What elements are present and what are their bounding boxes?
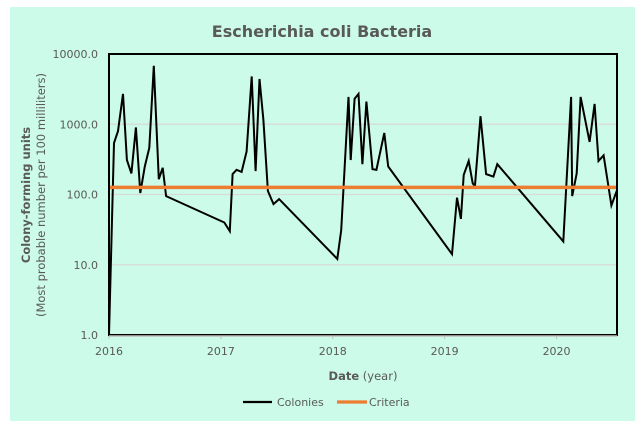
y-tick-label: 10000.0 [53, 48, 99, 61]
x-axis-title-unit: (year) [359, 369, 397, 383]
y-tick-label: 1.0 [81, 329, 99, 342]
x-axis-title: Date (year) [329, 369, 398, 383]
legend-label-criteria: Criteria [369, 396, 410, 409]
y-tick-label: 100.0 [67, 189, 99, 202]
x-tick-label: 2018 [319, 345, 347, 358]
x-axis-ticks: 2016 2017 2018 2019 2020 [95, 335, 571, 358]
series [108, 65, 618, 336]
y-tick-label: 1000.0 [60, 118, 99, 131]
plot-frame [108, 53, 618, 336]
series-colonies-line [108, 65, 618, 336]
x-axis-title-bold: Date [329, 369, 360, 383]
x-tick-label: 2019 [431, 345, 459, 358]
y-axis-title-line1: Colony-forming units [19, 127, 33, 263]
chart-area [10, 7, 635, 421]
y-axis-title-line2: (Most probable number per 100 milliliter… [34, 73, 48, 317]
x-tick-label: 2016 [95, 345, 123, 358]
legend-label-colonies: Colonies [277, 396, 324, 409]
x-tick-label: 2017 [207, 345, 235, 358]
y-axis-title: Colony-forming units (Most probable numb… [19, 73, 48, 317]
legend: Colonies Criteria [243, 396, 410, 409]
y-tick-label: 10.0 [74, 259, 99, 272]
gridlines [109, 123, 617, 266]
x-tick-label: 2020 [543, 345, 571, 358]
chart-title: Escherichia coli Bacteria [212, 22, 432, 41]
y-axis-ticks: 1.0 10.0 100.0 1000.0 10000.0 [53, 48, 99, 342]
